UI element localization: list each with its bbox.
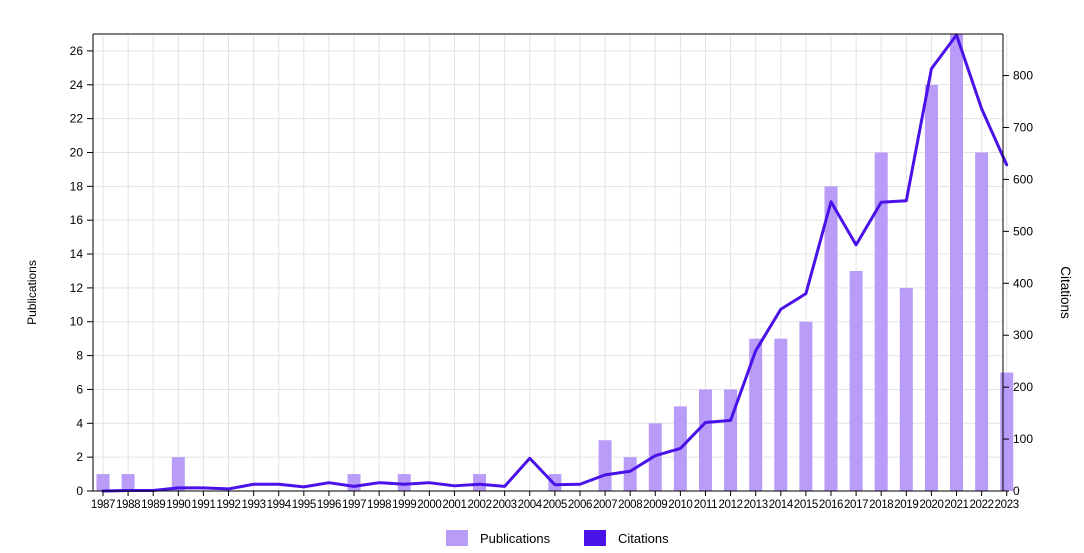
y-tick-label-left-2: 2 [76, 450, 83, 464]
x-tick-label-2002: 2002 [467, 499, 491, 511]
bar-publications-2014 [774, 338, 788, 491]
x-tick-label-1992: 1992 [216, 499, 240, 511]
x-tick-label-2008: 2008 [618, 499, 642, 511]
x-tick-label-2018: 2018 [869, 499, 893, 511]
x-tick-label-2009: 2009 [643, 499, 667, 511]
x-tick-label-2007: 2007 [593, 499, 617, 511]
bar-publications-1990 [171, 457, 185, 491]
bar-publications-2007 [598, 440, 612, 491]
x-tick-label-2004: 2004 [518, 499, 543, 511]
x-tick-label-2020: 2020 [919, 499, 943, 511]
bar-publications-2013 [749, 338, 763, 491]
line-citations [101, 33, 1009, 493]
publications-bars [96, 34, 1014, 492]
y-tick-label-left-24: 24 [70, 78, 84, 92]
x-tick-label-2017: 2017 [844, 499, 868, 511]
bar-publications-2016 [824, 186, 838, 492]
axes: 0246810121416182022242601002003004005006… [70, 33, 1033, 511]
bar-publications-2002 [473, 474, 487, 491]
y-axis-right-title: Citations [1058, 266, 1073, 319]
x-tick-label-1993: 1993 [242, 499, 266, 511]
x-tick-label-1996: 1996 [317, 499, 341, 511]
y-tick-label-left-10: 10 [70, 315, 84, 329]
y-tick-label-right-800: 800 [1013, 69, 1033, 83]
bar-publications-2005 [548, 474, 562, 491]
bar-publications-2021 [950, 34, 964, 491]
bar-publications-2020 [924, 84, 938, 492]
y-tick-label-left-18: 18 [70, 179, 84, 193]
x-tick-label-1999: 1999 [392, 499, 416, 511]
x-tick-label-2016: 2016 [819, 499, 843, 511]
y-tick-label-left-14: 14 [70, 247, 84, 261]
x-tick-label-2010: 2010 [668, 499, 692, 511]
grid [93, 34, 1008, 491]
y-tick-label-left-8: 8 [76, 349, 83, 363]
y-tick-label-left-0: 0 [76, 484, 83, 498]
y-tick-label-left-22: 22 [70, 112, 84, 126]
x-tick-label-2021: 2021 [944, 499, 968, 511]
bar-publications-2008 [623, 457, 637, 491]
x-tick-label-2022: 2022 [970, 499, 994, 511]
legend-swatch-citations [584, 530, 606, 546]
bar-publications-2023 [1000, 372, 1014, 491]
x-tick-label-1988: 1988 [116, 499, 140, 511]
x-tick-label-1987: 1987 [91, 499, 115, 511]
x-tick-label-2014: 2014 [769, 499, 794, 511]
bar-publications-2018 [874, 152, 888, 491]
x-tick-label-2013: 2013 [744, 499, 768, 511]
bar-publications-2011 [698, 389, 712, 491]
y-tick-label-left-26: 26 [70, 44, 84, 58]
x-tick-label-2006: 2006 [568, 499, 592, 511]
x-tick-label-2015: 2015 [794, 499, 818, 511]
y-tick-label-left-20: 20 [70, 145, 84, 159]
x-tick-label-2019: 2019 [894, 499, 918, 511]
x-tick-label-2023: 2023 [995, 499, 1019, 511]
y-tick-label-right-0: 0 [1013, 484, 1020, 498]
x-tick-label-1994: 1994 [267, 499, 292, 511]
y-tick-label-right-200: 200 [1013, 380, 1033, 394]
bar-publications-2017 [849, 270, 863, 491]
bar-publications-2019 [899, 287, 913, 491]
bar-publications-1999 [397, 474, 411, 491]
x-tick-label-1989: 1989 [141, 499, 165, 511]
legend: Publications Citations [446, 530, 669, 546]
bar-publications-1997 [347, 474, 361, 491]
y-tick-label-right-700: 700 [1013, 120, 1033, 134]
x-tick-label-2003: 2003 [493, 499, 517, 511]
x-tick-label-1998: 1998 [367, 499, 391, 511]
y-tick-label-left-4: 4 [76, 416, 83, 430]
y-tick-label-left-16: 16 [70, 213, 84, 227]
x-tick-label-2005: 2005 [543, 499, 567, 511]
bar-publications-1987 [96, 474, 110, 491]
legend-label-citations: Citations [618, 531, 669, 546]
x-tick-label-2000: 2000 [417, 499, 441, 511]
bar-publications-2015 [799, 321, 813, 491]
x-tick-label-1991: 1991 [191, 499, 215, 511]
legend-label-publications: Publications [480, 531, 551, 546]
y-tick-label-right-300: 300 [1013, 328, 1033, 342]
y-tick-label-right-500: 500 [1013, 224, 1033, 238]
y-tick-label-right-100: 100 [1013, 432, 1033, 446]
x-tick-label-2011: 2011 [694, 499, 717, 511]
legend-swatch-publications [446, 530, 468, 546]
x-tick-label-2012: 2012 [718, 499, 742, 511]
y-tick-label-right-400: 400 [1013, 276, 1033, 290]
x-tick-label-1997: 1997 [342, 499, 366, 511]
y-tick-label-left-6: 6 [76, 382, 83, 396]
x-tick-label-2001: 2001 [442, 499, 466, 511]
y-tick-label-right-600: 600 [1013, 172, 1033, 186]
bar-publications-1988 [121, 474, 135, 491]
x-tick-label-1995: 1995 [292, 499, 316, 511]
bar-publications-2022 [975, 152, 989, 491]
y-axis-left-title: Publications [25, 260, 39, 325]
y-tick-label-left-12: 12 [70, 281, 84, 295]
citations-line-layer [101, 33, 1009, 493]
x-tick-label-1990: 1990 [166, 499, 190, 511]
